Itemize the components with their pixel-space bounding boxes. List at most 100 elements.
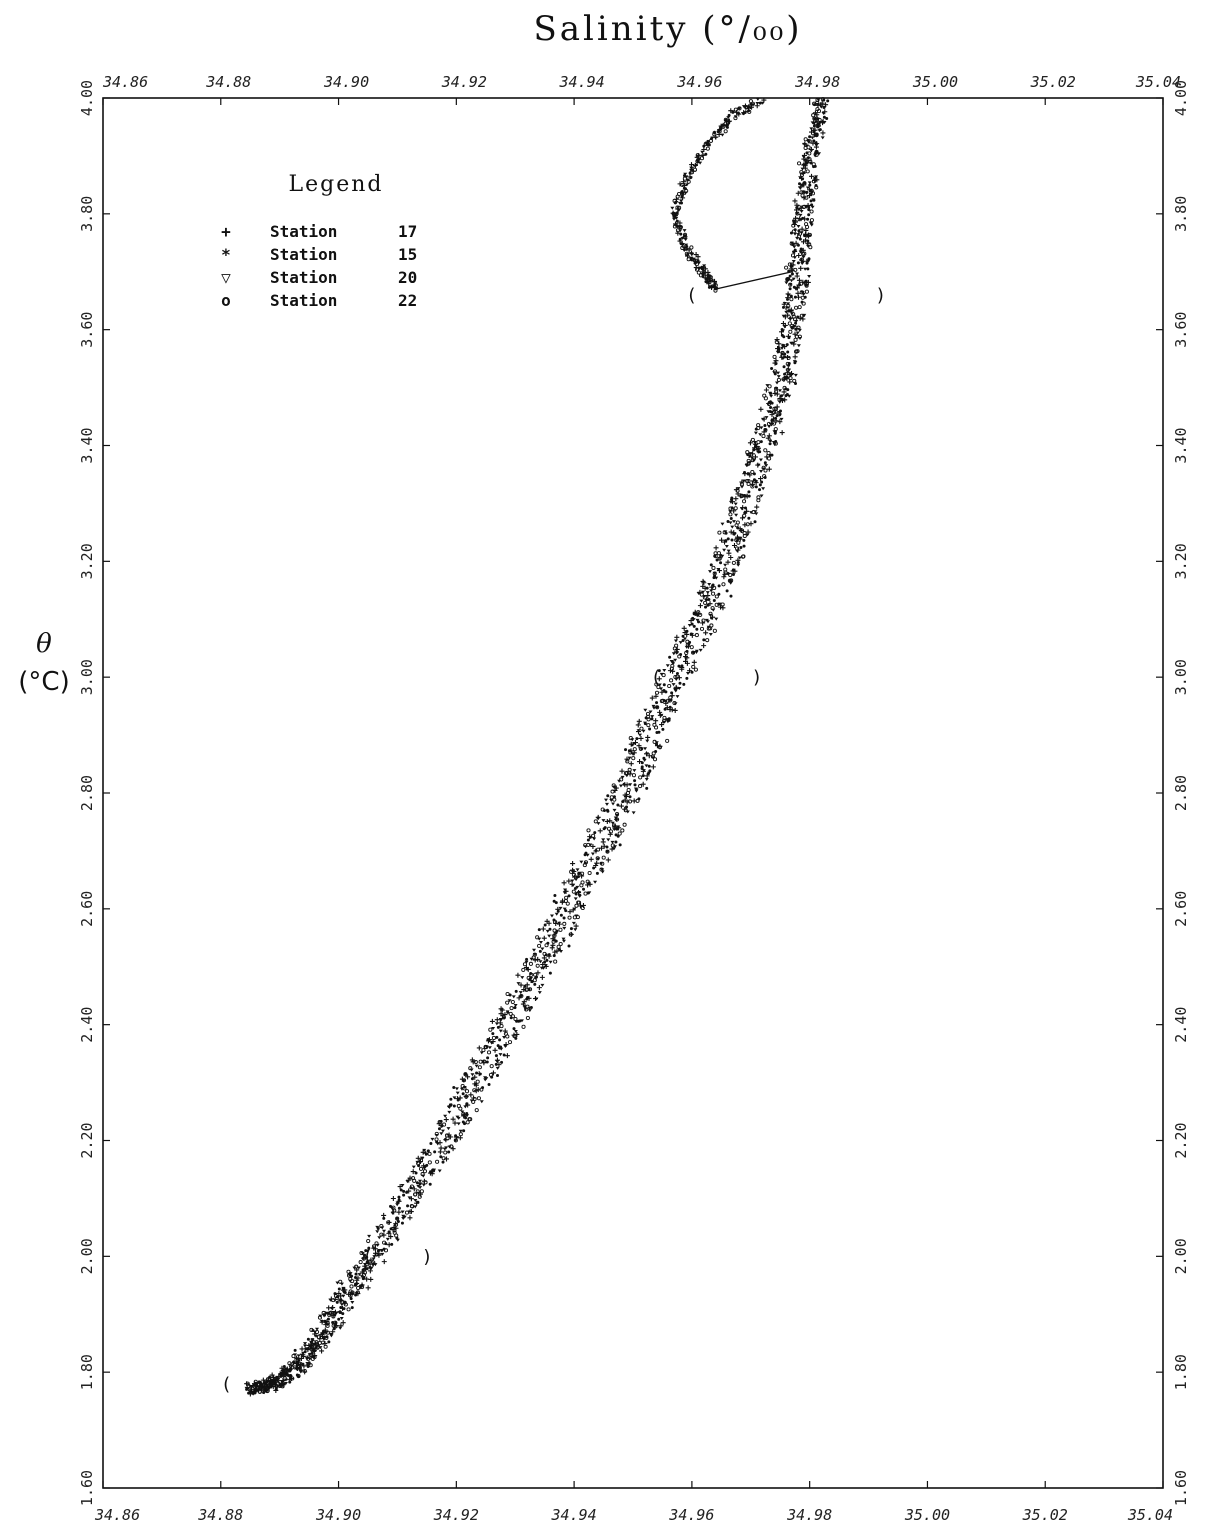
data-point-star bbox=[758, 483, 762, 487]
data-point-star bbox=[736, 536, 740, 540]
data-point-plus bbox=[406, 1177, 412, 1183]
data-point-star bbox=[633, 783, 637, 787]
data-point-triangle bbox=[338, 1326, 343, 1330]
data-point-star bbox=[528, 977, 532, 981]
parenthesis-mark: ) bbox=[877, 285, 884, 306]
data-point-star bbox=[569, 927, 573, 931]
data-point-triangle bbox=[296, 1354, 301, 1358]
data-point-plus bbox=[695, 611, 701, 617]
data-point-circle bbox=[745, 450, 750, 455]
data-point-plus bbox=[748, 521, 754, 527]
data-point-plus bbox=[635, 722, 641, 728]
data-point-circle bbox=[712, 628, 717, 633]
data-point-triangle bbox=[815, 103, 820, 107]
data-point-triangle bbox=[805, 186, 810, 190]
data-point-plus bbox=[820, 118, 826, 124]
data-point-plus bbox=[306, 1342, 312, 1348]
data-point-plus bbox=[742, 522, 748, 528]
data-point-triangle bbox=[816, 98, 821, 102]
data-point-plus bbox=[446, 1132, 452, 1138]
data-point-plus bbox=[365, 1285, 371, 1291]
data-point-plus bbox=[361, 1255, 367, 1261]
data-point-star bbox=[754, 479, 758, 483]
data-point-plus bbox=[672, 221, 678, 227]
data-point-star bbox=[816, 117, 820, 121]
data-point-triangle bbox=[792, 245, 797, 249]
data-point-circle bbox=[619, 777, 624, 782]
data-point-triangle bbox=[659, 672, 664, 676]
data-point-star bbox=[496, 1025, 500, 1029]
data-point-circle bbox=[365, 1262, 370, 1267]
data-point-triangle bbox=[802, 142, 807, 146]
data-point-circle bbox=[477, 1065, 482, 1070]
data-point-star bbox=[295, 1373, 299, 1377]
data-point-star bbox=[759, 440, 763, 444]
data-point-plus bbox=[781, 376, 787, 382]
data-point-triangle bbox=[672, 217, 677, 221]
data-point-circle bbox=[503, 1031, 508, 1036]
data-point-circle bbox=[729, 578, 734, 583]
data-point-plus bbox=[524, 982, 530, 988]
data-point-circle bbox=[750, 437, 755, 442]
y-tick-label-left: 3.60 bbox=[78, 312, 96, 348]
data-point-star bbox=[719, 561, 723, 565]
data-point-plus bbox=[494, 1017, 500, 1023]
data-point-plus bbox=[594, 860, 600, 866]
data-point-star bbox=[805, 151, 809, 155]
data-point-plus bbox=[713, 545, 719, 551]
data-point-plus bbox=[769, 421, 775, 427]
data-point-star bbox=[614, 833, 618, 837]
data-point-circle bbox=[742, 499, 747, 504]
data-point-triangle bbox=[689, 168, 694, 172]
data-point-circle bbox=[777, 397, 782, 402]
data-point-triangle bbox=[575, 885, 580, 889]
data-point-star bbox=[523, 984, 527, 988]
data-point-star bbox=[584, 851, 588, 855]
data-point-star bbox=[780, 328, 784, 332]
axis-ticks: 34.86 34.86 34.88 34.88 34.90 34.90 34.92 34.92… bbox=[78, 73, 1190, 1524]
legend-station-number: 17 bbox=[398, 222, 417, 241]
data-point-star bbox=[782, 365, 786, 369]
data-point-circle bbox=[797, 161, 802, 166]
data-point-circle bbox=[591, 833, 596, 838]
data-point-star bbox=[247, 1391, 251, 1395]
data-point-star bbox=[663, 707, 667, 711]
data-point-triangle bbox=[335, 1295, 340, 1299]
data-point-star bbox=[675, 219, 679, 223]
data-point-circle bbox=[674, 643, 679, 648]
data-point-circle bbox=[795, 211, 800, 216]
data-point-star bbox=[246, 1386, 250, 1390]
data-point-triangle bbox=[684, 243, 689, 247]
data-point-circle bbox=[583, 860, 589, 865]
data-point-circle bbox=[442, 1122, 447, 1127]
data-point-plus bbox=[554, 948, 560, 954]
data-point-star bbox=[814, 184, 818, 188]
data-point-star bbox=[744, 506, 748, 510]
data-point-triangle bbox=[604, 802, 609, 806]
data-point-star bbox=[529, 971, 533, 975]
data-point-triangle bbox=[400, 1210, 405, 1214]
data-point-triangle bbox=[671, 683, 676, 687]
x-tick-label-bottom: 35.02 bbox=[1022, 1506, 1068, 1524]
x-tick-label-top: 34.88 bbox=[205, 73, 251, 91]
data-point-circle bbox=[252, 1390, 257, 1395]
data-point-plus bbox=[570, 861, 576, 867]
data-point-plus bbox=[535, 970, 541, 976]
data-point-circle bbox=[521, 1024, 526, 1029]
data-point-plus bbox=[472, 1074, 478, 1080]
data-point-circle bbox=[807, 232, 812, 237]
y-tick-label-left: 2.20 bbox=[78, 1122, 96, 1158]
data-point-circle bbox=[766, 421, 772, 426]
data-point-star bbox=[512, 1027, 516, 1031]
data-point-star bbox=[661, 727, 665, 731]
legend-label: Station bbox=[270, 222, 337, 241]
data-point-plus bbox=[523, 965, 529, 971]
data-point-triangle bbox=[275, 1375, 280, 1379]
data-point-circle bbox=[652, 722, 657, 727]
data-point-plus bbox=[622, 806, 628, 812]
data-point-plus bbox=[354, 1280, 360, 1286]
data-point-triangle bbox=[600, 870, 605, 874]
data-point-star bbox=[716, 130, 720, 134]
data-point-triangle bbox=[657, 683, 662, 687]
data-point-triangle bbox=[765, 384, 770, 388]
